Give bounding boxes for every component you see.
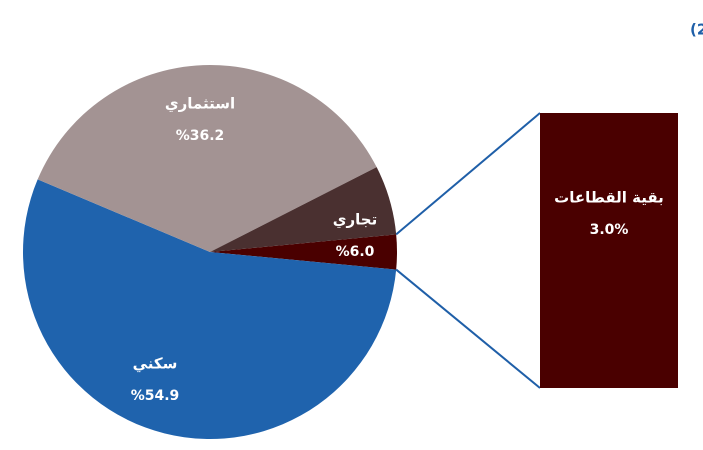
category-label: استثماري bbox=[165, 95, 235, 114]
chart-title: التوزيع النسبي لقيمة التداولات في القطاع… bbox=[690, 21, 703, 39]
pie-slice bbox=[37, 65, 377, 252]
pie-slice bbox=[22, 179, 397, 439]
value-label: %36.2 bbox=[176, 128, 225, 144]
category-label: تجاري bbox=[333, 211, 377, 230]
value-label: 3.0% bbox=[590, 222, 629, 238]
connector-line bbox=[395, 112, 541, 236]
pie-slice bbox=[210, 167, 397, 252]
others-bar bbox=[540, 113, 678, 388]
pie-slice bbox=[210, 234, 397, 270]
value-label: %54.9 bbox=[131, 388, 180, 404]
value-label: %6.0 bbox=[336, 244, 375, 260]
connector-line bbox=[395, 268, 541, 389]
category-label: سكني bbox=[133, 355, 178, 373]
category-label: بقية القطاعات bbox=[554, 189, 664, 207]
